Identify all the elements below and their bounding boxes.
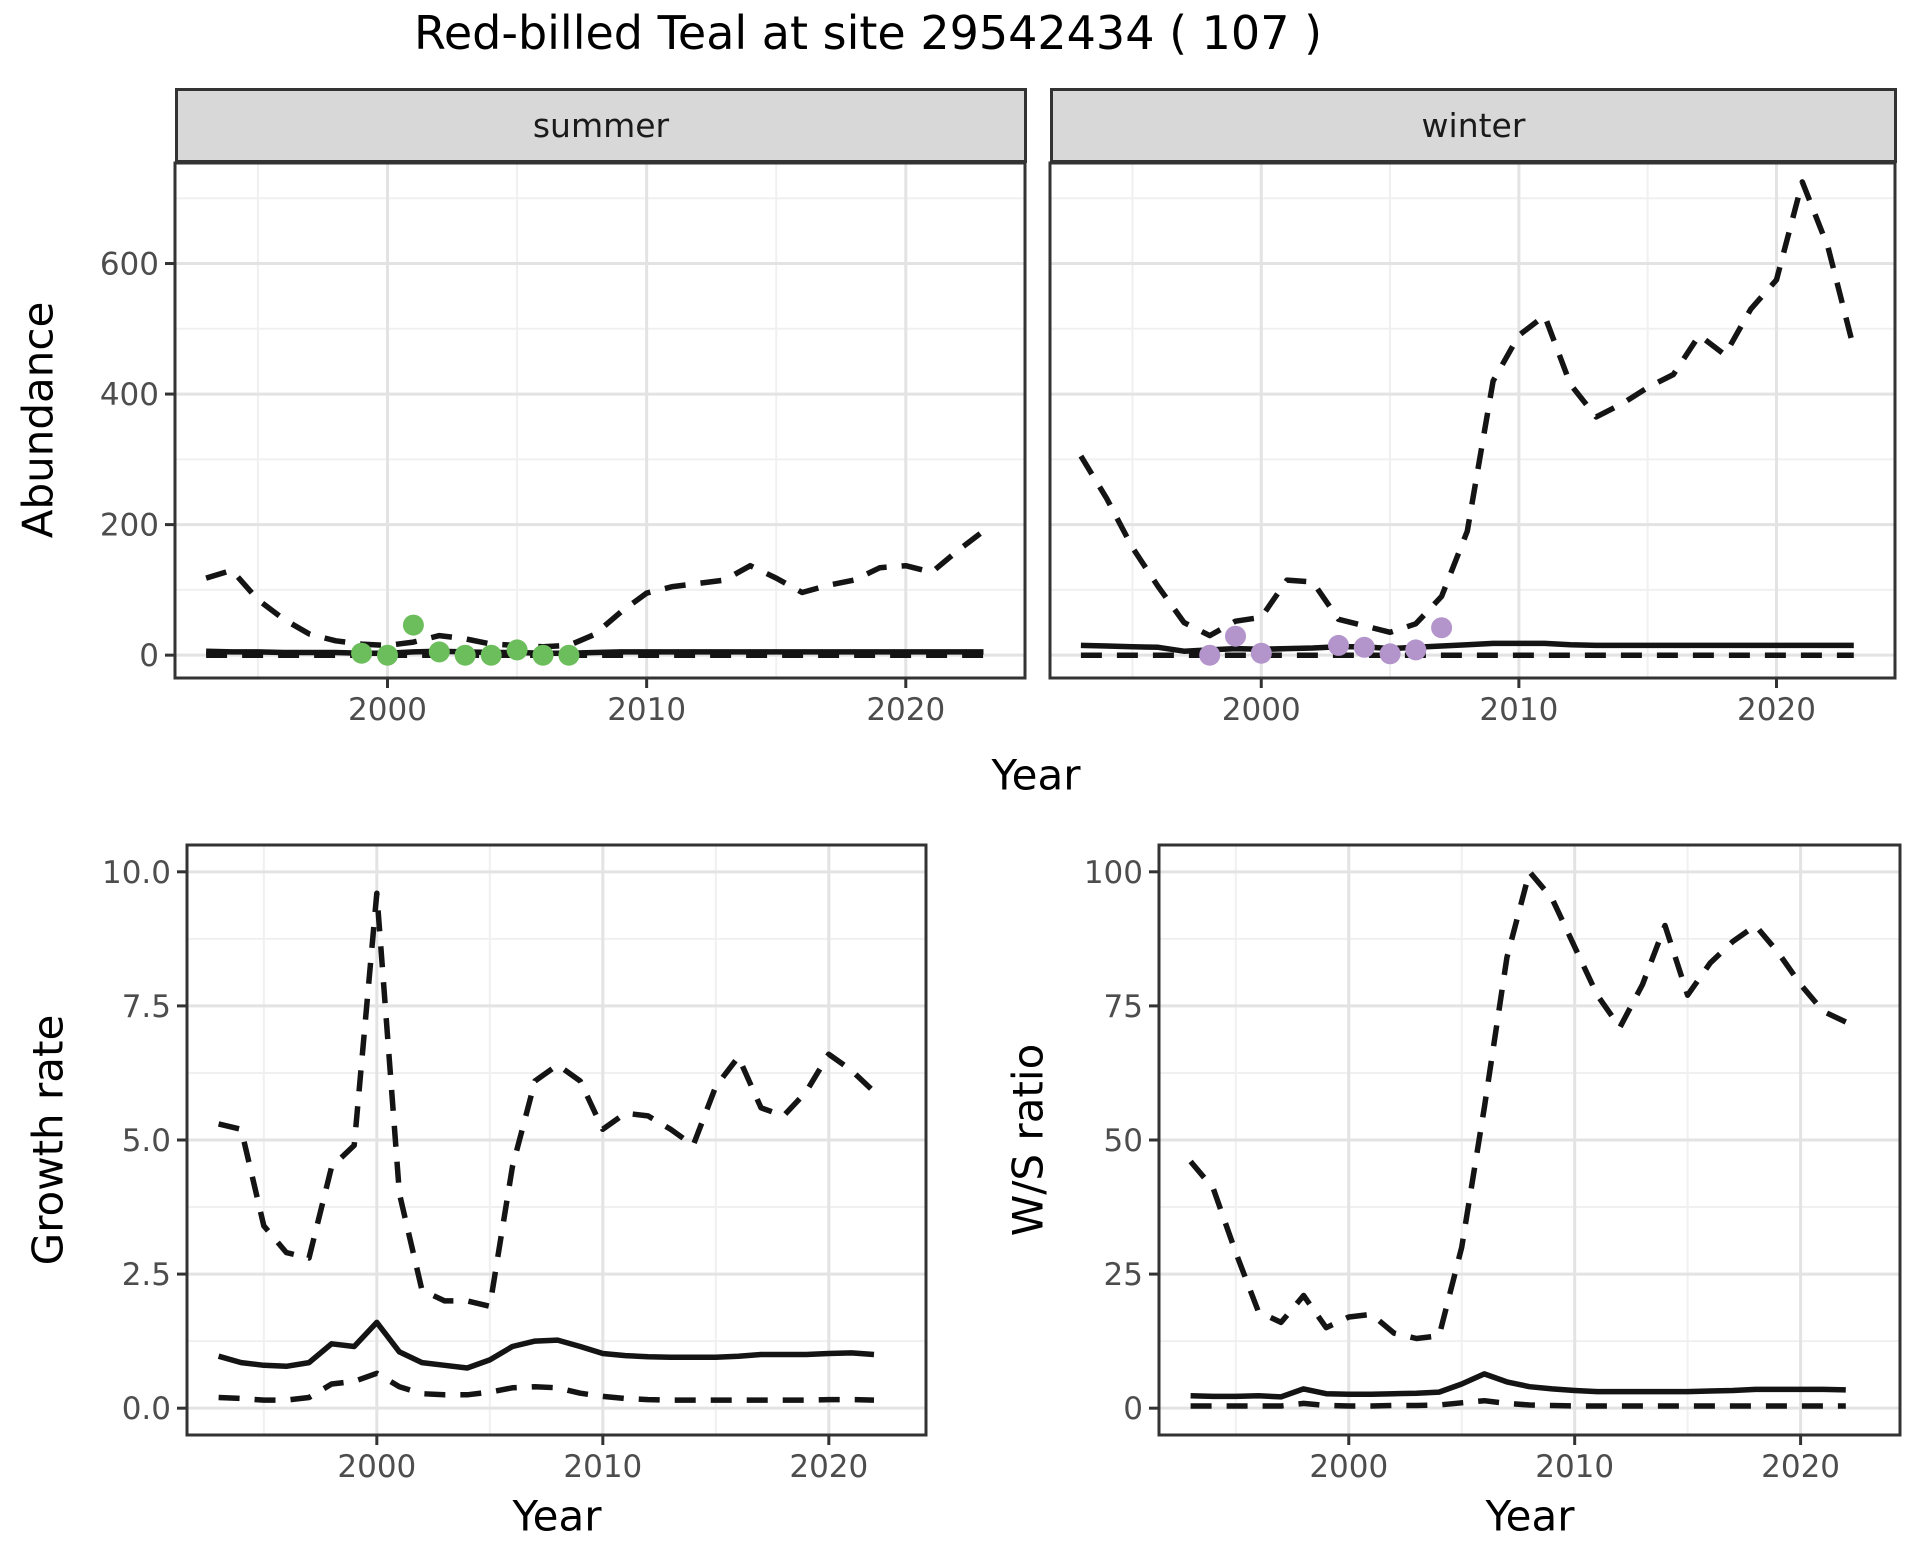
facet-strip-winter-label: winter: [1421, 106, 1526, 145]
growth-rate-x-tick-label: 2010: [563, 1449, 642, 1485]
winter-observation-point: [1199, 644, 1221, 666]
winter-upper-dashed-line: [1078, 179, 1857, 639]
winter-observation-point: [1405, 639, 1427, 661]
growth-year-axis-title: Year: [512, 1491, 602, 1541]
ws-ratio-lower-dashed-line: [1190, 1397, 1846, 1409]
winter-observation-point: [1353, 636, 1375, 658]
abundance-axis-title: Abundance: [13, 301, 63, 539]
top-year-axis-title: Year: [991, 750, 1081, 800]
summer-observation-point: [506, 639, 528, 661]
ws-ratio-axis-title: W/S ratio: [1003, 1043, 1053, 1237]
winter-observation-point: [1431, 617, 1453, 639]
summer-observation-point: [454, 644, 476, 666]
winter-median-solid-line: [1080, 640, 1854, 654]
summer-observation-point: [351, 642, 373, 664]
ws-ratio-x-tick-label: 2000: [1309, 1449, 1388, 1485]
summer-y-tick-label: 200: [100, 508, 159, 544]
summer-observation-point: [558, 644, 580, 666]
summer-observation-point: [377, 644, 398, 666]
growth-rate-y-tick-label: 0.0: [122, 1391, 171, 1427]
growth-rate-upper-dashed-line: [217, 890, 876, 1310]
growth-rate-y-tick-label: 5.0: [122, 1123, 171, 1159]
summer-observation-point: [428, 641, 450, 663]
growth-rate-axis-title: Growth rate: [23, 1014, 73, 1266]
ws-ratio-y-tick-label: 75: [1104, 989, 1143, 1025]
summer-observation-point: [480, 644, 502, 666]
winter-panel-border: [1048, 161, 1897, 680]
growth-rate-median-solid-line: [217, 1319, 875, 1371]
ws-ratio-y-tick-label: 100: [1084, 855, 1143, 891]
growth-rate-x-tick-label: 2000: [337, 1449, 416, 1485]
summer-x-tick-label: 2020: [866, 692, 945, 728]
summer-x-tick-label: 2000: [348, 692, 427, 728]
growth-rate-y-tick-label: 2.5: [122, 1257, 171, 1293]
summer-observation-point: [532, 644, 554, 666]
growth-rate-y-tick-label: 7.5: [122, 989, 171, 1025]
winter-observation-point: [1328, 634, 1349, 656]
growth-rate-y-tick-label: 10.0: [102, 855, 171, 891]
winter-observation-point: [1379, 643, 1401, 665]
ws-ratio-y-tick-label: 0: [1123, 1391, 1143, 1427]
winter-observation-point: [1250, 642, 1272, 664]
facet-strip-summer-label: summer: [532, 106, 670, 145]
facet-strip-summer: summer: [175, 88, 1027, 163]
ws-ratio-upper-dashed-line: [1188, 869, 1847, 1342]
summer-median-solid-line: [206, 648, 984, 656]
ws-ratio-y-tick-label: 50: [1104, 1123, 1143, 1159]
summer-panel-border: [173, 161, 1027, 680]
summer-x-tick-label: 2010: [607, 692, 686, 728]
winter-x-tick-label: 2000: [1222, 692, 1301, 728]
summer-upper-dashed-line: [205, 528, 986, 650]
growth-rate-lower-dashed-line: [218, 1370, 875, 1403]
ws-year-axis-title: Year: [1485, 1491, 1575, 1541]
summer-y-tick-label: 400: [100, 377, 159, 413]
winter-x-tick-label: 2010: [1479, 692, 1558, 728]
summer-y-tick-label: 600: [100, 247, 159, 283]
winter-x-tick-label: 2020: [1737, 692, 1816, 728]
summer-observation-point: [402, 614, 424, 636]
facet-strip-winter: winter: [1050, 88, 1897, 163]
ws-ratio-x-tick-label: 2020: [1761, 1449, 1840, 1485]
ws-ratio-y-tick-label: 25: [1104, 1257, 1143, 1293]
summer-y-tick-label: 0: [139, 638, 159, 674]
ws-ratio-x-tick-label: 2010: [1535, 1449, 1614, 1485]
plot-title: Red-billed Teal at site 29542434 ( 107 ): [413, 6, 1323, 60]
ws-ratio-median-solid-line: [1190, 1371, 1846, 1400]
growth-rate-x-tick-label: 2020: [789, 1449, 868, 1485]
winter-observation-point: [1225, 625, 1246, 647]
